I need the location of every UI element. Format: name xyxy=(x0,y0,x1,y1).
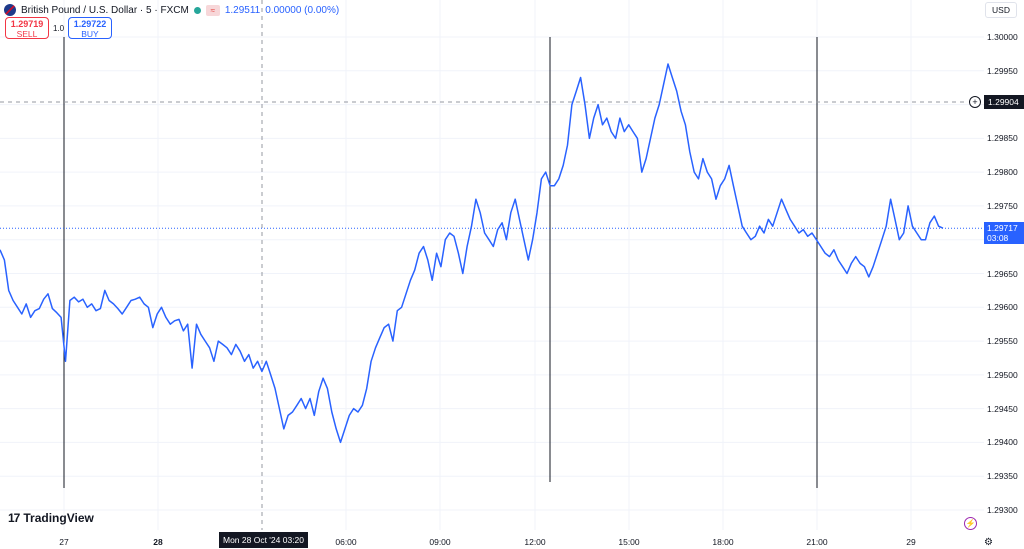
sell-label: SELL xyxy=(16,29,38,39)
time-tick-label: 21:00 xyxy=(806,537,828,547)
price-tick-label: 1.29600 xyxy=(987,302,1018,313)
tradingview-logo-icon: 17 xyxy=(8,511,20,525)
market-status-icon xyxy=(193,6,201,14)
sell-button[interactable]: 1.29719 SELL xyxy=(5,17,49,39)
data-feed-icon: ≈ xyxy=(205,4,220,16)
time-tick-label: 27 xyxy=(59,537,69,547)
price-series-line xyxy=(0,63,944,444)
price-tick-label: 1.29650 xyxy=(987,268,1018,279)
currency-flag-icon xyxy=(4,4,16,16)
gear-icon[interactable]: ⚙ xyxy=(984,537,993,548)
order-quantity[interactable]: 1.0 xyxy=(53,24,65,33)
currency-selector[interactable]: USD xyxy=(985,2,1017,18)
buy-button[interactable]: 1.29722 BUY xyxy=(68,17,112,39)
crosshair-price-tag: 1.29904 xyxy=(984,95,1024,109)
time-tick-label: 15:00 xyxy=(618,537,640,547)
price-tick-label: 1.29550 xyxy=(987,336,1018,347)
price-tick-label: 1.29950 xyxy=(987,65,1018,76)
add-alert-icon[interactable]: + xyxy=(969,96,981,108)
chart-grid xyxy=(0,0,984,530)
session-breaks xyxy=(63,37,818,488)
buy-price: 1.29722 xyxy=(73,19,107,29)
price-tick-label: 1.29800 xyxy=(987,167,1018,178)
sell-price: 1.29719 xyxy=(10,19,44,29)
chart-header: British Pound / U.S. Dollar · 5 · FXCM ≈… xyxy=(4,3,339,17)
symbol-title[interactable]: British Pound / U.S. Dollar · 5 · FXCM xyxy=(21,4,189,16)
price-tick-label: 1.30000 xyxy=(987,32,1018,42)
time-tick-label: 09:00 xyxy=(429,537,451,547)
price-tick-label: 1.29350 xyxy=(987,471,1018,482)
brand-name: TradingView xyxy=(23,511,94,525)
lightning-icon[interactable]: ⚡ xyxy=(964,517,977,530)
tradingview-logo[interactable]: 17 TradingView xyxy=(8,511,94,525)
time-tick-label: 18:00 xyxy=(712,537,734,547)
bar-countdown: 03:08 xyxy=(987,233,1009,243)
price-tick-label: 1.29450 xyxy=(987,403,1018,414)
buy-label: BUY xyxy=(81,29,99,39)
price-tick-label: 1.29300 xyxy=(987,505,1018,515)
time-tick-label: 06:00 xyxy=(335,537,357,547)
price-tick-label: 1.29400 xyxy=(987,437,1018,448)
time-tick-label: 29 xyxy=(906,537,916,547)
price-tick-label: 1.29750 xyxy=(987,200,1018,211)
last-price-tag: 1.29717 03:08 xyxy=(984,222,1024,244)
last-price-value: 1.29717 xyxy=(987,223,1018,233)
time-tick-label: 12:00 xyxy=(524,537,546,547)
time-tick-label: 28 xyxy=(153,537,163,547)
price-change-text: 0.00000 (0.00%) xyxy=(265,4,340,16)
price-tick-label: 1.29850 xyxy=(987,133,1018,144)
last-price-text: 1.29511 xyxy=(224,4,261,16)
price-tick-label: 1.29500 xyxy=(987,369,1018,380)
series-line xyxy=(0,63,944,444)
crosshair-time-tag: Mon 28 Oct '24 03:20 xyxy=(219,532,309,548)
